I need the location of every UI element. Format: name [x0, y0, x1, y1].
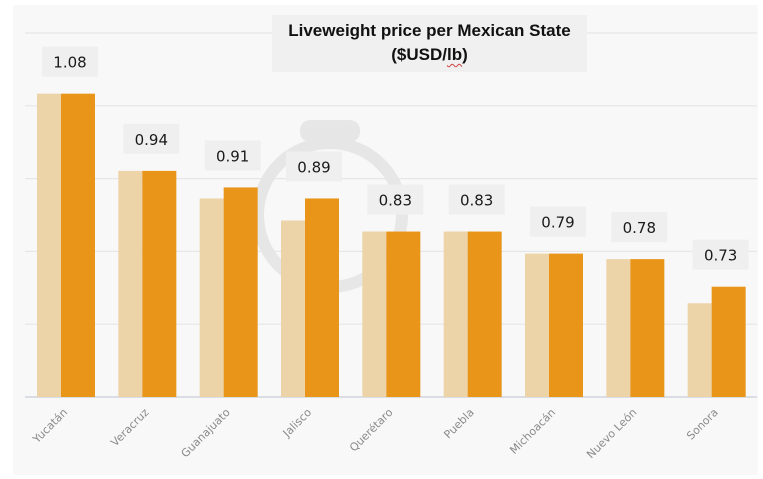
- title-unit-suffix: ): [462, 45, 468, 64]
- chart-title: Liveweight price per Mexican State ($USD…: [272, 15, 587, 72]
- bar-previous: [281, 220, 305, 397]
- bar-previous: [525, 253, 549, 397]
- data-label-box: [530, 206, 586, 237]
- data-label: 0.91: [216, 147, 249, 165]
- x-tick-label: Yucatán: [30, 406, 70, 446]
- bar-previous: [118, 170, 143, 397]
- bar-current: [61, 93, 95, 398]
- data-label: 1.08: [53, 54, 86, 72]
- bar-previous: [199, 198, 224, 397]
- data-label: 0.78: [623, 219, 656, 237]
- bar-previous: [362, 231, 387, 397]
- bar-previous: [37, 93, 61, 398]
- bar-current: [223, 187, 258, 397]
- x-tick-label: Michoacán: [507, 406, 558, 457]
- data-label: 0.83: [460, 192, 493, 210]
- bar-current: [467, 231, 502, 397]
- x-tick-label: Nuevo León: [584, 406, 639, 461]
- bar-current: [305, 198, 339, 397]
- bar-previous: [687, 303, 712, 397]
- data-label-box: [286, 151, 342, 182]
- x-tick-label: Jalisco: [280, 406, 315, 441]
- data-label-box: [611, 212, 668, 243]
- data-label: 0.94: [135, 131, 168, 149]
- x-tick-label: Sonora: [684, 406, 721, 443]
- title-unit: lb: [446, 45, 463, 64]
- x-tick-label: Querétaro: [347, 406, 396, 455]
- data-label: 0.89: [297, 158, 330, 176]
- data-label-box: [123, 123, 180, 154]
- data-label: 0.79: [541, 214, 574, 232]
- bar-current: [142, 170, 177, 397]
- data-label-box: [367, 184, 424, 215]
- bar-current: [386, 231, 421, 397]
- x-tick-label: Puebla: [441, 406, 476, 441]
- data-label: 0.73: [704, 247, 737, 265]
- data-label: 0.83: [379, 192, 412, 210]
- data-label-box: [692, 239, 749, 270]
- x-tick-label: Guanajuato: [179, 406, 233, 460]
- x-tick-label: Veracruz: [108, 406, 151, 449]
- bar-previous: [606, 259, 631, 397]
- data-label-box: [204, 140, 261, 171]
- bar-current: [711, 286, 746, 397]
- bar-current: [549, 253, 583, 397]
- data-label-box: [42, 46, 98, 77]
- bar-current: [630, 259, 665, 397]
- data-label-box: [448, 184, 505, 215]
- chart-title-line1: Liveweight price per Mexican State: [288, 21, 571, 40]
- bar-previous: [443, 231, 468, 397]
- chart-title-line2: ($USD/lb): [272, 43, 587, 67]
- title-unit-prefix: ($USD/: [391, 45, 447, 64]
